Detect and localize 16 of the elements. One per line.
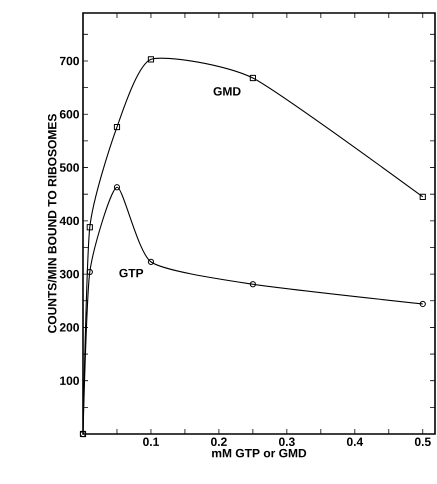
annotation: GMD [214, 87, 241, 96]
x-tick-label: 0.1 [143, 438, 159, 446]
x-tick-label: 0.4 [346, 438, 364, 446]
y-tick-label: 500 [60, 163, 79, 172]
y-tick-label: 300 [60, 270, 79, 278]
y-tick-label: 700 [60, 56, 79, 66]
y-tick-label: 600 [60, 110, 79, 118]
x-tick-label: 0.3 [278, 438, 295, 446]
x-axis-title: mM GTP or GMD [212, 448, 306, 458]
y-tick-label: 100 [60, 376, 79, 385]
x-tick-label: 0.5 [414, 438, 431, 446]
x-tick-label: 0.2 [211, 438, 227, 446]
y-axis-title: COUNTS/MIN BOUND TO RIBOSOMES [48, 114, 57, 333]
annotation: GTP [119, 268, 144, 278]
y-tick-label: 400 [60, 216, 79, 226]
y-tick-label: 200 [60, 323, 79, 332]
